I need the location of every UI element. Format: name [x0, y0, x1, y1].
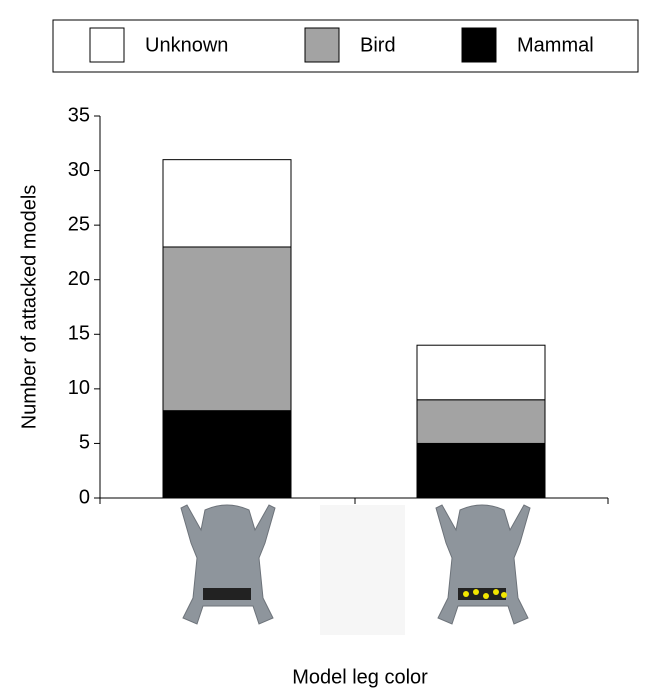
y-tick-label: 35 — [68, 104, 90, 126]
bar-segment — [416, 344, 546, 401]
y-tick-label: 0 — [79, 486, 90, 508]
legend-label: Bird — [360, 34, 396, 56]
y-tick-label: 20 — [68, 268, 90, 290]
bar-segment — [162, 159, 292, 248]
y-tick-label: 10 — [68, 377, 90, 399]
y-tick-label: 15 — [68, 323, 90, 345]
legend-swatch — [461, 27, 497, 63]
bar-segment — [162, 410, 292, 499]
y-tick-label: 25 — [68, 213, 90, 235]
legend-box — [52, 19, 639, 73]
y-tick-label: 30 — [68, 159, 90, 181]
legend-label: Mammal — [517, 34, 594, 56]
frog-images — [180, 504, 531, 635]
x-axis-label: Model leg color — [292, 666, 428, 688]
bar-segment — [416, 442, 546, 499]
legend-swatch — [89, 27, 125, 63]
y-tick-label: 5 — [79, 432, 90, 454]
bar-segment — [416, 399, 546, 444]
bar-segment — [162, 246, 292, 412]
y-axis-label: Number of attacked models — [18, 185, 40, 430]
legend-label: Unknown — [145, 34, 228, 56]
legend-swatch — [304, 27, 340, 63]
